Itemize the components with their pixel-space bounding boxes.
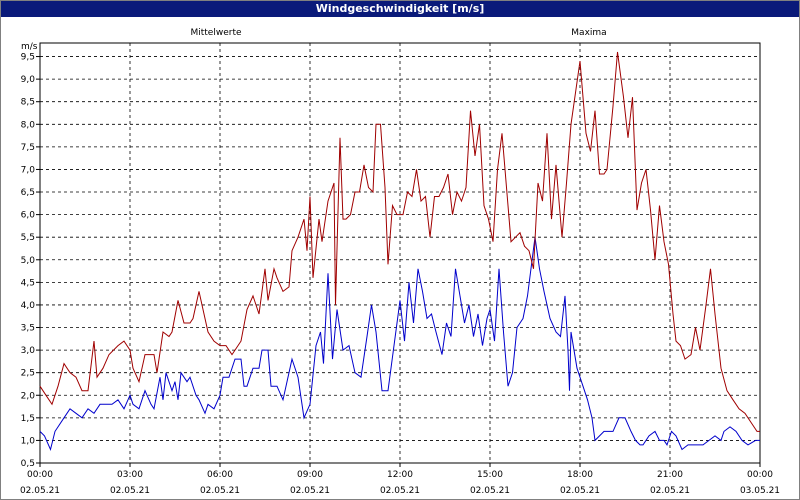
y-tick-label: 3,0 bbox=[21, 346, 36, 356]
y-tick-label: 8,0 bbox=[21, 120, 36, 130]
series-line-mittelwerte bbox=[39, 237, 760, 452]
y-tick-label: 1,5 bbox=[21, 414, 35, 424]
y-tick-label: 5,5 bbox=[21, 233, 35, 243]
y-tick-label: 7,0 bbox=[21, 165, 36, 175]
y-tick-label: 6,5 bbox=[21, 188, 35, 198]
y-tick-label: 7,5 bbox=[21, 143, 35, 153]
x-tick-time-label: 03:00 bbox=[117, 470, 143, 480]
y-tick-label: 6,0 bbox=[21, 211, 36, 221]
x-tick-date-label: 02.05.21 bbox=[470, 486, 510, 496]
x-tick-date-label: 03.05.21 bbox=[740, 486, 780, 496]
y-tick-label: 4,0 bbox=[21, 301, 36, 311]
x-tick-date-label: 02.05.21 bbox=[380, 486, 420, 496]
x-tick-date-label: 02.05.21 bbox=[110, 486, 150, 496]
x-tick-date-label: 02.05.21 bbox=[20, 486, 60, 496]
x-tick-time-label: 06:00 bbox=[207, 470, 233, 480]
x-tick-time-label: 00:00 bbox=[747, 470, 773, 480]
y-tick-label: 9,0 bbox=[21, 75, 36, 85]
y-tick-label: 8,5 bbox=[21, 98, 35, 108]
series-lines bbox=[39, 51, 760, 452]
y-tick-label: 2,5 bbox=[21, 369, 35, 379]
y-axis-unit-label: m/s bbox=[21, 42, 38, 52]
grid-lines bbox=[40, 43, 760, 464]
x-tick-time-label: 15:00 bbox=[477, 470, 503, 480]
x-tick-date-label: 02.05.21 bbox=[290, 486, 330, 496]
x-tick-time-label: 09:00 bbox=[297, 470, 323, 480]
y-axis-ticks: 0,5 1,0 1,5 2,0 2,5 3,0 3,5 4,0 4,5 5,0 5,5 6,0 6,5 7… bbox=[21, 53, 40, 469]
y-tick-label: 1,0 bbox=[21, 436, 36, 446]
x-tick-date-label: 02.05.21 bbox=[200, 486, 240, 496]
x-tick-date-label: 02.05.21 bbox=[560, 486, 600, 496]
x-tick-time-label: 21:00 bbox=[657, 470, 683, 480]
y-tick-label: 2,0 bbox=[21, 391, 36, 401]
series-line-maxima bbox=[39, 51, 760, 432]
legend-maxima: Maxima bbox=[571, 28, 606, 38]
x-tick-time-label: 18:00 bbox=[567, 470, 593, 480]
y-tick-label: 3,5 bbox=[21, 324, 35, 334]
x-tick-time-label: 00:00 bbox=[27, 470, 53, 480]
y-tick-label: 9,5 bbox=[21, 53, 35, 63]
x-axis-ticks: 00:00 02.05.21 03:00 02.05.21 06:00 02.05.21 0… bbox=[20, 463, 780, 496]
y-tick-label: 4,5 bbox=[21, 278, 35, 288]
y-tick-label: 0,5 bbox=[21, 459, 35, 469]
x-tick-date-label: 02.05.21 bbox=[650, 486, 690, 496]
chart-title: Windgeschwindigkeit [m/s] bbox=[1, 1, 799, 17]
y-tick-label: 5,0 bbox=[21, 256, 36, 266]
legend-mittelwerte: Mittelwerte bbox=[190, 28, 241, 38]
x-tick-time-label: 12:00 bbox=[387, 470, 413, 480]
